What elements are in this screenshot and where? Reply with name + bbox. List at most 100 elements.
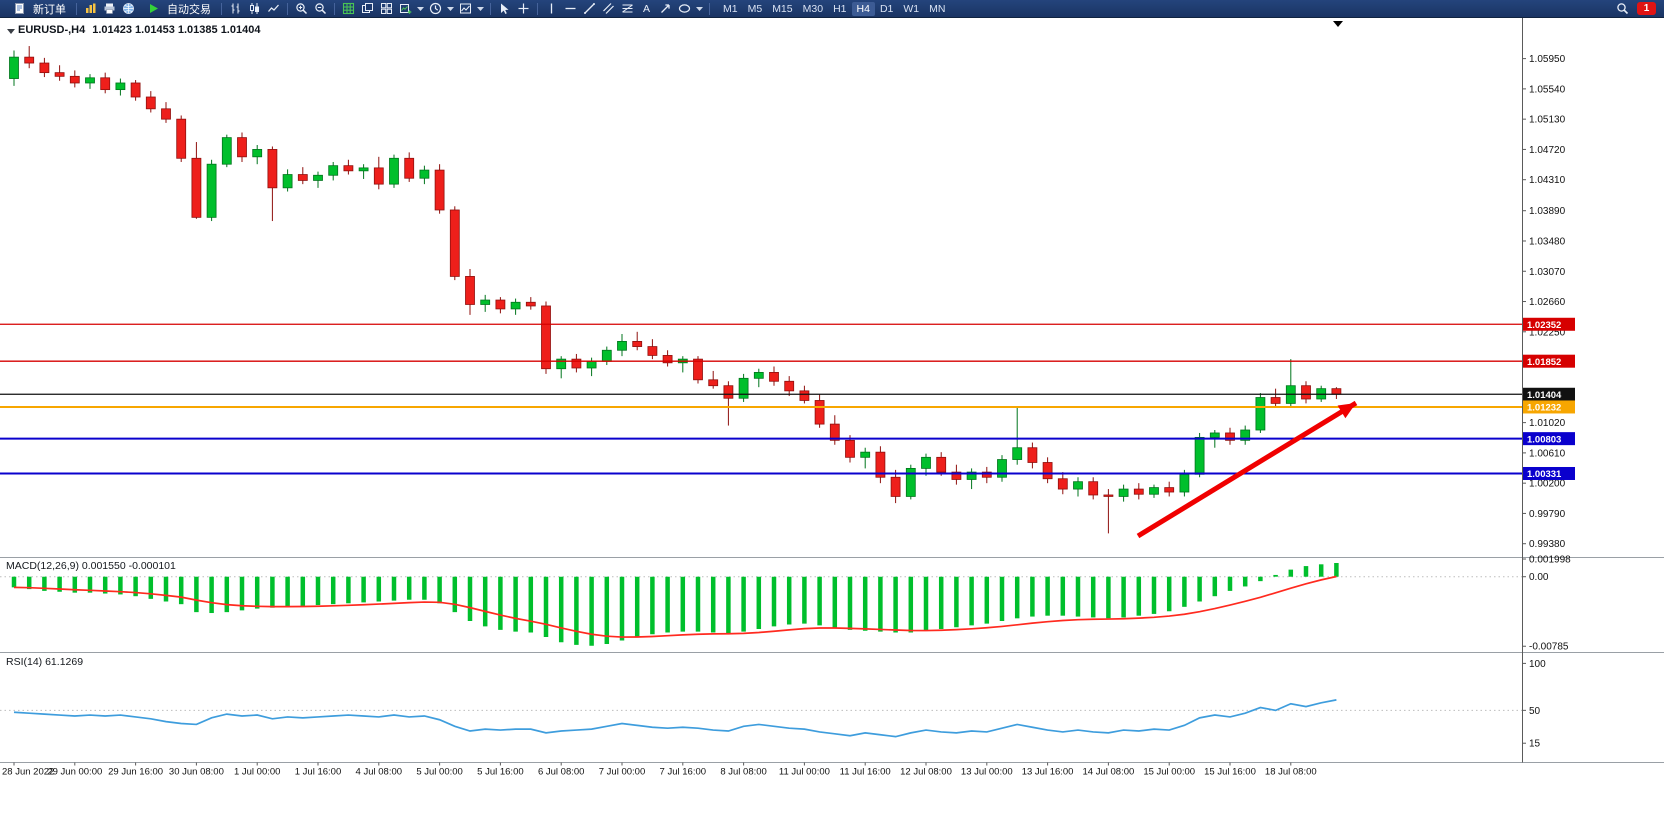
- search-icon[interactable]: [1614, 1, 1631, 16]
- ohlc-values-label: 1.01423 1.01453 1.01385 1.01404: [92, 24, 261, 36]
- help-icon[interactable]: [120, 1, 137, 16]
- timeframe-group: M1 M5 M15 M30 H1 H4 D1 W1 MN: [718, 1, 950, 16]
- svg-text:1.03070: 1.03070: [1529, 267, 1566, 278]
- svg-text:11 Jul 00:00: 11 Jul 00:00: [779, 767, 830, 778]
- period-clock-icon[interactable]: [427, 1, 444, 16]
- timeframe-w1[interactable]: W1: [903, 2, 920, 15]
- svg-text:15 Jul 16:00: 15 Jul 16:00: [1204, 767, 1256, 778]
- candlestick-chart-icon[interactable]: [246, 1, 263, 16]
- timeframe-d1[interactable]: D1: [879, 2, 894, 15]
- chart-shift-marker[interactable]: [1333, 21, 1343, 27]
- crosshair-icon[interactable]: [515, 1, 532, 16]
- svg-text:1.02660: 1.02660: [1529, 297, 1566, 308]
- tile-windows-icon[interactable]: [378, 1, 395, 16]
- svg-text:6 Jul 08:00: 6 Jul 08:00: [538, 767, 584, 778]
- horizontal-line-1.00803[interactable]: 1.00803: [0, 432, 1575, 445]
- symbol-period-label: EURUSD-,H4: [18, 24, 86, 36]
- svg-text:1.01852: 1.01852: [1527, 357, 1561, 368]
- chevron-down-icon[interactable]: [476, 1, 485, 16]
- macd-indicator-label: MACD(12,26,9) 0.001550 -0.000101: [6, 560, 176, 572]
- svg-text:30 Jun 08:00: 30 Jun 08:00: [169, 767, 224, 778]
- cursor-icon[interactable]: [496, 1, 513, 16]
- toolbar-right-group: 1: [1613, 1, 1660, 16]
- horizontal-line-1.00331[interactable]: 1.00331: [0, 466, 1575, 480]
- price-tag: [1523, 400, 1575, 414]
- svg-text:4 Jul 08:00: 4 Jul 08:00: [356, 767, 402, 778]
- vertical-line-icon[interactable]: [543, 1, 560, 16]
- new-order-button[interactable]: 新订单: [4, 1, 72, 17]
- svg-text:1.05130: 1.05130: [1529, 115, 1566, 126]
- timeframe-h4[interactable]: H4: [851, 1, 875, 16]
- equidistant-channel-icon[interactable]: [600, 1, 617, 16]
- timeframe-h1[interactable]: H1: [833, 2, 847, 15]
- toolbar-separator: [490, 2, 491, 15]
- svg-text:1 Jul 16:00: 1 Jul 16:00: [295, 767, 341, 778]
- candlestick-series: [9, 46, 1342, 534]
- autotrade-play-icon: [145, 1, 162, 16]
- svg-text:5 Jul 00:00: 5 Jul 00:00: [416, 767, 462, 778]
- zoom-out-icon[interactable]: [312, 1, 329, 16]
- autotrade-label: 自动交易: [167, 3, 211, 16]
- timeframe-mn[interactable]: MN: [929, 2, 946, 15]
- fibonacci-icon[interactable]: [619, 1, 636, 16]
- bid-price-line-1.01404[interactable]: 1.01404: [0, 387, 1575, 401]
- toolbar-separator: [537, 2, 538, 15]
- svg-text:-0.00785: -0.00785: [1529, 642, 1569, 653]
- market-watch-icon[interactable]: [82, 1, 99, 16]
- chevron-down-icon[interactable]: [416, 1, 425, 16]
- toolbar-separator: [221, 2, 222, 15]
- template-icon[interactable]: [457, 1, 474, 16]
- svg-text:0.99380: 0.99380: [1529, 539, 1566, 550]
- timeframe-m30[interactable]: M30: [802, 2, 824, 15]
- chevron-down-icon[interactable]: [446, 1, 455, 16]
- arrows-tool-icon[interactable]: [657, 1, 674, 16]
- svg-text:1.00610: 1.00610: [1529, 448, 1566, 459]
- new-chart-icon[interactable]: [397, 1, 414, 16]
- svg-text:100: 100: [1529, 659, 1546, 670]
- macd-signal-line: [13, 575, 1337, 638]
- horizontal-line-icon[interactable]: [562, 1, 579, 16]
- text-tool-icon[interactable]: A: [638, 1, 655, 16]
- svg-text:1.00200: 1.00200: [1529, 479, 1566, 490]
- svg-text:0.00: 0.00: [1529, 572, 1549, 583]
- shapes-tool-icon[interactable]: [676, 1, 693, 16]
- notification-badge[interactable]: 1: [1637, 2, 1656, 15]
- trendline-icon[interactable]: [581, 1, 598, 16]
- cascade-windows-icon[interactable]: [359, 1, 376, 16]
- svg-text:1.05950: 1.05950: [1529, 54, 1566, 65]
- svg-text:1.03890: 1.03890: [1529, 206, 1566, 217]
- bar-chart-icon[interactable]: [227, 1, 244, 16]
- chart-title: EURUSD-,H4 1.01423 1.01453 1.01385 1.014…: [18, 24, 260, 36]
- line-chart-icon[interactable]: [265, 1, 282, 16]
- rsi-indicator-label: RSI(14) 61.1269: [6, 656, 84, 668]
- new-order-icon: [11, 1, 28, 16]
- horizontal-line-1.01232[interactable]: 1.01232: [0, 400, 1575, 414]
- print-icon[interactable]: [101, 1, 118, 16]
- timeframe-m15[interactable]: M15: [772, 2, 793, 15]
- trend-arrow-annotation[interactable]: [1136, 400, 1358, 539]
- svg-text:0.99790: 0.99790: [1529, 509, 1566, 520]
- svg-text:1.03480: 1.03480: [1529, 236, 1566, 247]
- svg-text:7 Jul 16:00: 7 Jul 16:00: [660, 767, 706, 778]
- horizontal-line-1.02352[interactable]: 1.02352: [0, 317, 1575, 331]
- svg-text:15 Jul 00:00: 15 Jul 00:00: [1143, 767, 1195, 778]
- zoom-in-icon[interactable]: [293, 1, 310, 16]
- grid-icon[interactable]: [340, 1, 357, 16]
- chevron-down-icon[interactable]: [695, 1, 704, 16]
- svg-text:28 Jun 2022: 28 Jun 2022: [2, 767, 54, 778]
- one-click-trading-toggle[interactable]: [7, 29, 15, 34]
- timeframe-m5[interactable]: M5: [747, 2, 763, 15]
- horizontal-line-1.01852[interactable]: 1.01852: [0, 354, 1575, 368]
- autotrade-button[interactable]: 自动交易: [138, 1, 217, 17]
- svg-text:29 Jun 00:00: 29 Jun 00:00: [47, 767, 102, 778]
- timeframe-m1[interactable]: M1: [723, 2, 738, 15]
- rsi-line: [13, 699, 1337, 738]
- svg-text:13 Jul 16:00: 13 Jul 16:00: [1022, 767, 1074, 778]
- svg-text:18 Jul 08:00: 18 Jul 08:00: [1265, 767, 1317, 778]
- svg-text:1.02250: 1.02250: [1529, 327, 1566, 338]
- svg-text:1.04720: 1.04720: [1529, 145, 1566, 156]
